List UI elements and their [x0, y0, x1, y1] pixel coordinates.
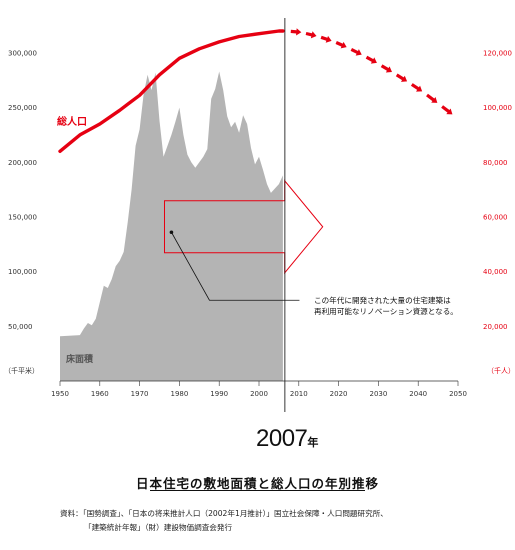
title-underline [150, 490, 365, 491]
right-tick-label: 120,000 [483, 49, 512, 57]
x-tick-label: 2010 [290, 390, 308, 398]
annotation-leader-line [171, 232, 300, 301]
x-tick-label: 2030 [369, 390, 387, 398]
x-tick-label: 1960 [91, 390, 109, 398]
x-tick-label: 2020 [330, 390, 348, 398]
right-tick-label: 80,000 [483, 159, 508, 167]
projection-arrow [320, 35, 332, 43]
source-note: 資料：「国勢調査」、「日本の将来推計人口（2002年1月推計）」国立社会保障・人… [60, 507, 388, 535]
floor-area-series-label: 床面積 [66, 353, 94, 365]
projection-arrow-shape [350, 47, 362, 56]
right-tick-label: 40,000 [483, 268, 508, 276]
projection-arrow [365, 55, 377, 64]
projection-arrow [290, 28, 302, 36]
projection-arrow [426, 93, 438, 103]
population-projection-series [290, 28, 453, 115]
population-line [58, 29, 285, 153]
projection-arrow-shape [365, 55, 377, 64]
projection-arrow [380, 64, 393, 73]
projection-arrow-shape [441, 105, 453, 115]
projection-arrow-shape [320, 35, 332, 43]
annotation-text: この年代に開発された大量の住宅建築は [314, 295, 451, 305]
left-axis-ticks: 50,000 100,000 150,000 200,000 250,000 300,00… [4, 49, 39, 375]
chart-title: 日本住宅の敷地面積と総人口の年別推移 [135, 476, 379, 491]
projection-arrow [335, 41, 347, 49]
source-line-1: 資料：「国勢調査」、「日本の将来推計人口（2002年1月推計）」国立社会保障・人… [60, 509, 388, 518]
projection-arrow [350, 47, 362, 56]
floor-area-fill [60, 71, 283, 381]
source-line-2: 「建築統計年報」（財）建設物価調査会発行 [84, 523, 233, 532]
left-tick-label: 200,000 [8, 159, 37, 167]
projection-arrow [441, 105, 453, 115]
projection-arrow-shape [380, 64, 393, 73]
projection-arrow-shape [410, 83, 423, 92]
left-tick-label: 250,000 [8, 104, 37, 112]
population-series-label: 総人口 [57, 115, 87, 128]
x-tick-label: 2050 [449, 390, 467, 398]
x-axis-ticks: 1950 1960 1970 1980 1990 2000 2010 2020 2030 2040… [51, 381, 467, 398]
floor-area-series [60, 71, 283, 381]
annotation-text: 再利用可能なリノベーション資源となる。 [314, 306, 458, 316]
projection-arrow-shape [305, 31, 317, 39]
left-axis-unit: （千平米） [4, 366, 39, 375]
left-tick-label: 50,000 [8, 323, 33, 331]
x-tick-label: 1950 [51, 390, 69, 398]
left-tick-label: 100,000 [8, 268, 37, 276]
marker-year-value: 2007 [256, 425, 308, 452]
projection-arrow [410, 83, 423, 92]
projection-arrow [395, 73, 408, 82]
right-tick-label: 20,000 [483, 323, 508, 331]
right-axis-unit: （千人） [487, 366, 515, 375]
marker-year-label: 2007年 [256, 425, 318, 453]
x-tick-label: 1990 [210, 390, 228, 398]
x-tick-label: 2040 [409, 390, 427, 398]
left-tick-label: 300,000 [8, 49, 37, 57]
x-tick-label: 1970 [131, 390, 149, 398]
right-tick-label: 60,000 [483, 213, 508, 221]
projection-arrow [305, 31, 317, 39]
x-tick-label: 2000 [250, 390, 268, 398]
projection-arrow-shape [290, 28, 302, 36]
right-axis-ticks: 20,000 40,000 60,000 80,000 100,000 120,000 （千… [483, 49, 515, 375]
x-tick-label: 1980 [170, 390, 188, 398]
projection-arrow-shape [426, 93, 438, 103]
projection-arrow-shape [395, 73, 408, 82]
population-series [58, 29, 285, 153]
marker-year-suffix: 年 [307, 437, 318, 449]
right-tick-label: 100,000 [483, 104, 512, 112]
left-tick-label: 150,000 [8, 213, 37, 221]
projection-arrow-shape [335, 41, 347, 49]
